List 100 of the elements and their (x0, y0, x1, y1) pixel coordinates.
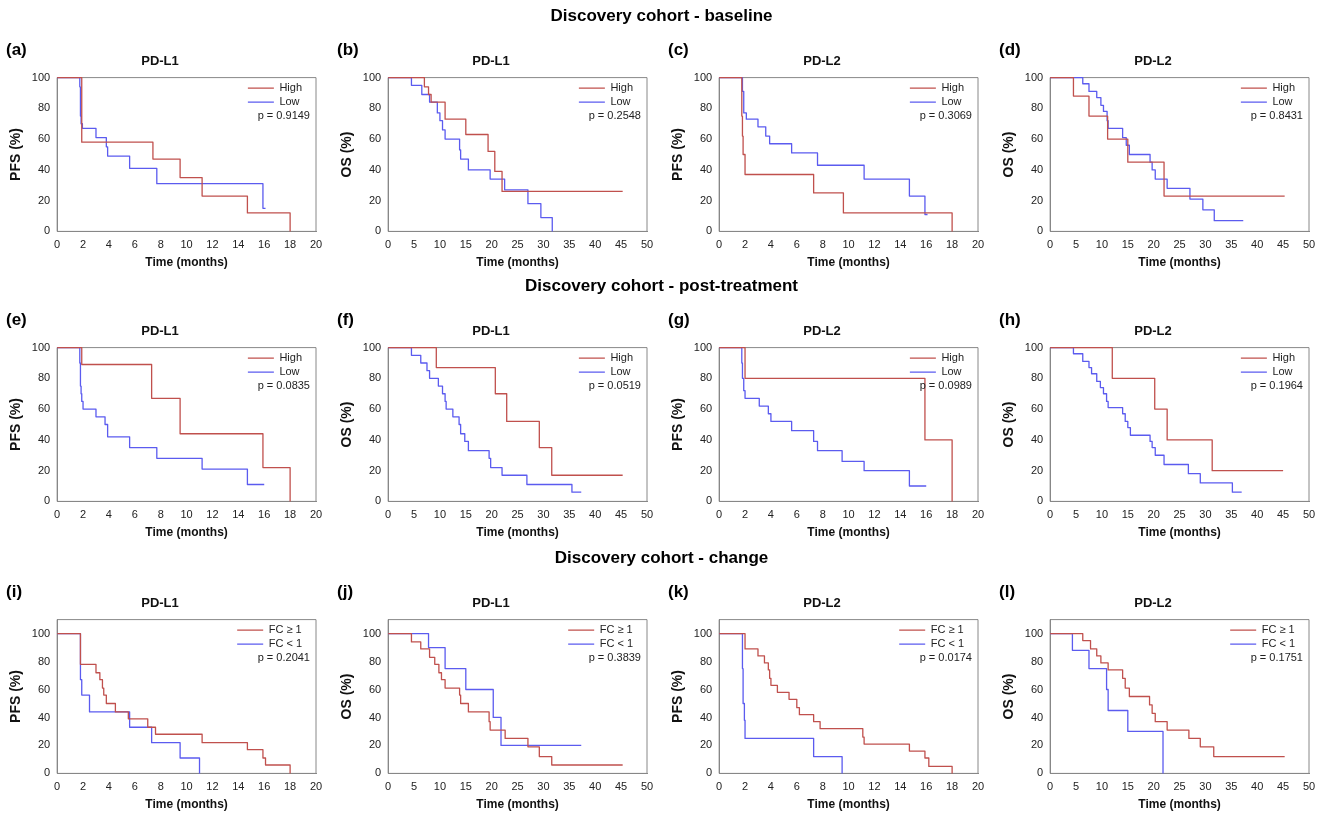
y-tick-label: 20 (1030, 193, 1044, 206)
x-tick-label: 0 (385, 238, 392, 251)
y-tick-label: 80 (368, 371, 382, 384)
legend-label: High (1272, 81, 1295, 94)
x-tick-label: 40 (1251, 508, 1264, 521)
legend-label: FC < 1 (930, 637, 965, 650)
x-tick-label: 10 (180, 780, 193, 793)
legend-label: Low (610, 95, 631, 108)
legend-label: FC < 1 (1261, 637, 1296, 650)
annotation: p = 0.0519 (588, 378, 641, 391)
x-tick-label: 12 (868, 508, 881, 521)
chart-title: PD-L2 (803, 323, 841, 339)
x-tick-label: 40 (589, 780, 602, 793)
x-axis-title: Time (months) (807, 797, 890, 812)
legend-label: Low (1272, 365, 1293, 378)
text: (a) (6, 40, 27, 60)
x-tick-label: 16 (258, 780, 271, 793)
y-tick-label: 40 (699, 162, 713, 175)
legend-label: FC ≥ 1 (599, 623, 633, 636)
x-tick-label: 5 (1072, 238, 1080, 251)
y-tick-label: 20 (368, 463, 382, 476)
x-tick-label: 45 (1276, 780, 1290, 793)
x-tick-label: 25 (1173, 780, 1186, 793)
x-tick-label: 6 (131, 780, 138, 793)
y-axis-title: OS (%) (338, 673, 355, 720)
legend-label: FC < 1 (599, 637, 634, 650)
y-tick-label: 100 (362, 626, 382, 639)
x-tick-label: 6 (793, 508, 800, 521)
x-tick-label: 10 (180, 238, 193, 251)
y-tick-label: 40 (699, 432, 713, 445)
x-axis-title: Time (months) (476, 525, 559, 540)
y-tick-label: 40 (368, 162, 382, 175)
y-axis-title: PFS (%) (669, 670, 686, 723)
x-tick-label: 16 (920, 238, 933, 251)
text: (l) (999, 582, 1016, 602)
y-tick-label: 60 (1030, 402, 1044, 415)
y-tick-label: 80 (368, 654, 382, 667)
x-tick-label: 15 (1121, 780, 1134, 793)
y-tick-label: 20 (1030, 738, 1044, 751)
y-tick-label: 0 (706, 766, 713, 779)
y-tick-label: 80 (1030, 101, 1044, 114)
text: (f) (337, 310, 354, 330)
x-tick-label: 4 (767, 238, 774, 251)
x-tick-label: 35 (563, 780, 576, 793)
text: Discovery cohort - post-treatment (524, 276, 799, 296)
x-tick-label: 50 (1302, 780, 1316, 793)
x-tick-label: 18 (945, 508, 959, 521)
x-tick-label: 20 (309, 238, 323, 251)
x-tick-label: 5 (410, 780, 418, 793)
y-tick-label: 40 (1030, 432, 1044, 445)
x-tick-label: 20 (485, 780, 498, 793)
chart-title: PD-L1 (472, 323, 510, 339)
y-axis-title: OS (%) (338, 401, 355, 448)
y-tick-label: 40 (368, 432, 382, 445)
x-tick-label: 15 (459, 780, 472, 793)
annotation: p = 0.1964 (1250, 378, 1303, 391)
y-tick-label: 0 (706, 494, 713, 507)
x-tick-label: 10 (433, 508, 447, 521)
x-tick-label: 20 (971, 508, 985, 521)
x-tick-label: 14 (894, 238, 907, 251)
y-tick-label: 100 (31, 340, 51, 353)
x-tick-label: 30 (1199, 780, 1212, 793)
x-tick-label: 20 (485, 508, 498, 521)
x-tick-label: 30 (1199, 508, 1212, 521)
x-tick-label: 5 (410, 238, 418, 251)
x-tick-label: 12 (868, 780, 881, 793)
x-tick-label: 6 (131, 508, 138, 521)
y-tick-label: 60 (368, 682, 382, 695)
y-tick-label: 20 (1030, 463, 1044, 476)
y-tick-label: 100 (693, 70, 713, 83)
y-tick-label: 0 (375, 224, 382, 237)
x-tick-label: 2 (741, 238, 749, 251)
legend-label: High (610, 81, 633, 94)
y-tick-label: 40 (368, 710, 382, 723)
x-tick-label: 20 (309, 780, 323, 793)
chart-title: PD-L1 (141, 323, 179, 339)
x-tick-label: 14 (232, 508, 245, 521)
y-tick-label: 0 (1037, 766, 1044, 779)
x-tick-label: 8 (157, 238, 164, 251)
x-tick-label: 6 (793, 238, 800, 251)
x-tick-label: 40 (1251, 780, 1264, 793)
text: (i) (6, 582, 23, 602)
y-tick-label: 60 (37, 682, 51, 695)
x-tick-label: 50 (640, 780, 654, 793)
x-axis-title: Time (months) (1138, 525, 1221, 540)
x-tick-label: 5 (410, 508, 418, 521)
y-tick-label: 80 (37, 101, 51, 114)
x-tick-label: 16 (258, 238, 271, 251)
x-tick-label: 30 (537, 238, 550, 251)
y-tick-label: 20 (699, 193, 713, 206)
y-tick-label: 0 (375, 494, 382, 507)
x-tick-label: 16 (920, 780, 933, 793)
x-tick-label: 14 (232, 238, 245, 251)
y-tick-label: 20 (37, 193, 51, 206)
x-axis-title: Time (months) (145, 255, 228, 270)
legend-label: High (610, 351, 633, 364)
x-tick-label: 15 (459, 238, 472, 251)
legend-label: Low (1272, 95, 1293, 108)
legend-label: FC ≥ 1 (1261, 623, 1295, 636)
x-tick-label: 10 (433, 780, 447, 793)
